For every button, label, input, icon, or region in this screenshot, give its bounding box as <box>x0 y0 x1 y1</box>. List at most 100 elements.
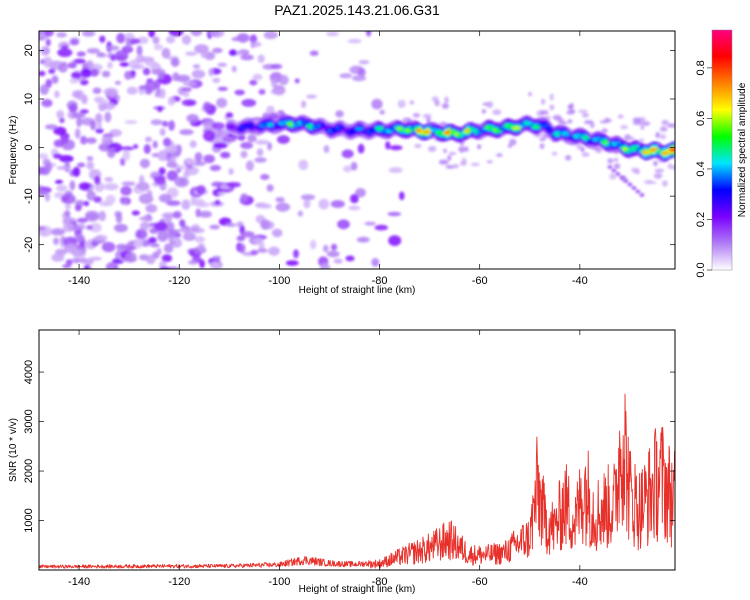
noise-blob <box>56 165 72 170</box>
noise-blob <box>330 200 345 208</box>
noise-blob <box>330 243 338 251</box>
noise-blob <box>212 47 223 54</box>
noise-blob <box>71 112 86 119</box>
noise-blob <box>653 160 658 167</box>
spectrogram-noise <box>39 31 675 269</box>
noise-blob <box>238 243 246 254</box>
noise-blob <box>94 234 108 241</box>
noise-blob <box>139 158 150 169</box>
noise-blob <box>77 217 88 223</box>
noise-blob <box>256 148 264 157</box>
noise-blob <box>79 109 89 114</box>
noise-blob <box>90 68 99 77</box>
noise-blob <box>107 61 113 69</box>
noise-blob <box>254 157 267 163</box>
noise-blob <box>39 153 49 159</box>
noise-blob <box>153 44 164 51</box>
noise-blob <box>667 123 675 128</box>
noise-blob <box>234 89 245 96</box>
noise-blob <box>76 51 86 57</box>
noise-blob <box>167 96 176 106</box>
noise-blob <box>422 113 432 119</box>
noise-blob <box>659 134 667 140</box>
noise-blob <box>115 213 123 224</box>
noise-blob <box>106 45 120 51</box>
noise-blob <box>212 77 221 84</box>
noise-blob <box>245 160 254 171</box>
noise-blob <box>257 54 265 63</box>
noise-blob <box>240 193 249 203</box>
noise-blob <box>565 155 572 161</box>
noise-blob <box>639 138 644 143</box>
noise-blob <box>144 136 153 143</box>
noise-blob <box>426 116 431 124</box>
noise-blob <box>185 158 197 165</box>
noise-blob <box>632 120 643 126</box>
noise-blob <box>247 134 257 143</box>
noise-blob <box>107 147 116 159</box>
noise-blob <box>231 37 241 42</box>
y-tick-label: 10 <box>23 93 35 105</box>
ridge-tail <box>619 175 625 180</box>
noise-blob <box>120 186 132 196</box>
noise-blob <box>86 161 94 170</box>
noise-blob <box>539 137 546 141</box>
noise-blob <box>65 243 77 254</box>
ridge-tail <box>607 165 613 169</box>
noise-blob <box>250 249 259 256</box>
noise-blob <box>333 258 343 264</box>
noise-blob <box>310 239 317 250</box>
noise-blob <box>389 145 403 151</box>
noise-blob <box>164 146 178 154</box>
ridge-tail <box>639 193 645 197</box>
noise-blob <box>556 118 564 122</box>
noise-blob <box>374 224 388 231</box>
noise-blob <box>271 228 283 238</box>
noise-blob <box>613 163 621 170</box>
noise-blob <box>101 136 113 146</box>
snr-y-label: SNR (10 * v/v) <box>8 418 19 482</box>
noise-blob <box>385 141 391 150</box>
noise-blob <box>125 37 132 49</box>
noise-blob <box>142 215 150 222</box>
noise-blob <box>142 67 151 76</box>
noise-blob <box>339 73 353 79</box>
noise-blob <box>549 104 555 111</box>
noise-blob <box>220 151 231 159</box>
x-tick-label: -100 <box>268 275 290 287</box>
noise-blob <box>240 54 254 61</box>
noise-blob <box>86 60 94 69</box>
noise-blob <box>181 34 192 45</box>
noise-blob <box>157 106 163 113</box>
noise-blob <box>85 210 100 220</box>
noise-blob <box>667 163 673 170</box>
y-tick-label: 4000 <box>23 360 35 384</box>
x-tick-label: -120 <box>168 275 190 287</box>
noise-blob <box>337 219 350 230</box>
noise-blob <box>228 168 234 175</box>
noise-blob <box>297 210 303 217</box>
noise-blob <box>357 67 366 77</box>
noise-blob <box>60 193 76 205</box>
noise-blob <box>209 224 220 230</box>
noise-blob <box>114 223 128 233</box>
noise-blob <box>65 203 71 210</box>
snr-frame <box>38 329 676 571</box>
noise-blob <box>263 31 278 40</box>
noise-blob <box>166 157 177 163</box>
noise-blob <box>199 210 212 218</box>
noise-blob <box>95 128 104 134</box>
colorbar-tick-label: 0.8 <box>695 60 707 75</box>
noise-blob <box>214 200 221 205</box>
noise-blob <box>182 81 197 87</box>
noise-blob <box>661 119 669 126</box>
noise-blob <box>59 155 74 163</box>
noise-blob <box>231 65 237 73</box>
x-tick-label: -80 <box>372 275 388 287</box>
noise-blob <box>414 143 422 149</box>
noise-blob <box>81 94 88 105</box>
noise-blob <box>460 161 467 166</box>
noise-blob <box>558 121 568 125</box>
noise-blob <box>105 262 119 269</box>
noise-blob <box>445 165 455 169</box>
